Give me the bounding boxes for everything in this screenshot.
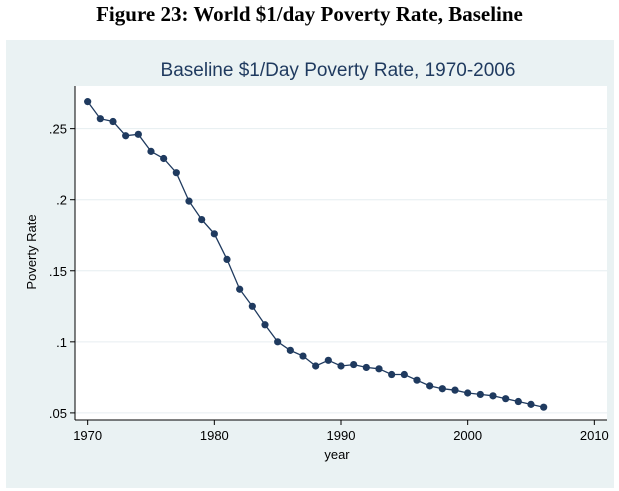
data-point [198,216,206,224]
data-point [96,115,104,123]
data-point [426,382,434,390]
y-tick-label: .15 [49,264,67,279]
chart-svg: Baseline $1/Day Poverty Rate, 1970-2006 … [24,60,609,462]
data-point [350,360,358,369]
x-tick-label: 2000 [453,428,482,443]
data-point [502,395,510,403]
data-point [337,362,345,370]
data-point [109,117,117,126]
x-tick-label: 1990 [327,428,356,443]
data-point [286,346,294,354]
data-point [172,169,180,177]
data-point [185,197,193,205]
data-point [236,285,244,293]
data-point [464,389,472,397]
data-point [84,98,92,106]
plot-area [75,86,607,420]
data-point [375,365,383,373]
data-point [413,376,421,384]
x-tick-label: 2010 [580,428,609,443]
data-point [489,392,497,400]
y-tick-label: .05 [49,406,67,421]
data-point [451,386,459,394]
figure-caption: Figure 23: World $1/day Poverty Rate, Ba… [96,2,523,26]
y-tick-label: .2 [56,193,67,208]
data-point [248,302,256,310]
data-point [514,397,522,406]
data-point [312,362,320,370]
x-axis-title: year [324,447,350,462]
data-point [274,338,282,346]
data-point [527,400,535,408]
data-point [299,352,307,360]
axes: .05 .1 .15 .2 .25 1970 1980 1990 2000 2010 [49,86,609,443]
data-point [160,154,168,163]
data-point [438,385,446,393]
data-point [540,403,548,411]
data-point [261,321,269,329]
data-point [476,390,484,399]
data-point [210,230,218,238]
series-group [84,98,548,411]
y-axis-title: Poverty Rate [24,214,39,289]
data-point [388,370,396,379]
x-tick-label: 1980 [200,428,229,443]
data-point [324,356,332,364]
y-tick-label: .25 [49,122,67,137]
chart-title: Baseline $1/Day Poverty Rate, 1970-2006 [161,60,516,81]
data-point [134,130,142,138]
chart-frame: Baseline $1/Day Poverty Rate, 1970-2006 … [6,40,614,488]
x-tick-label: 1970 [73,428,102,443]
y-tick-label: .1 [56,335,67,350]
data-point [122,132,130,140]
data-point [362,363,370,372]
data-point [223,255,231,263]
gridlines [75,128,607,414]
data-point [147,147,155,155]
data-point [400,370,408,379]
